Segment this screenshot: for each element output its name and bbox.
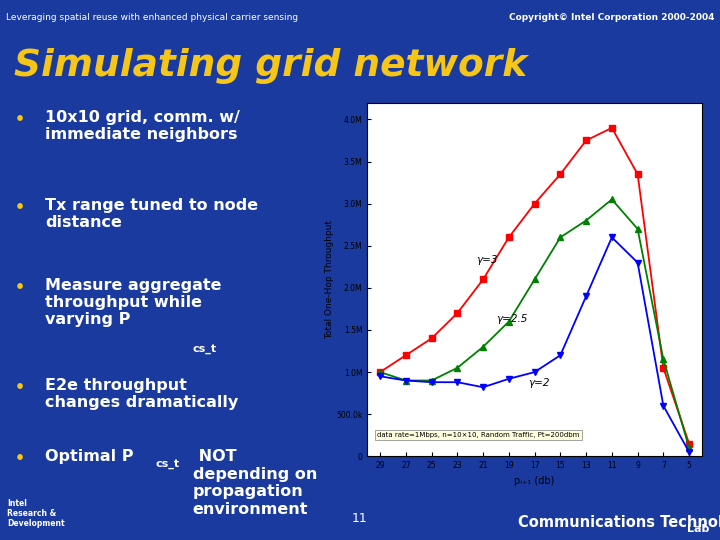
Text: data rate=1Mbps, n=10×10, Random Traffic, Pt=200dbm: data rate=1Mbps, n=10×10, Random Traffic… [377,432,580,438]
Text: Optimal P: Optimal P [45,449,133,464]
Text: •: • [15,280,25,295]
Text: Intel
Research &
Development: Intel Research & Development [7,499,65,529]
Text: Simulating grid network: Simulating grid network [14,48,528,84]
Text: cs_t: cs_t [156,460,179,469]
Text: γ=2: γ=2 [528,379,549,388]
Text: •: • [15,200,25,215]
X-axis label: pᵢ₊₁ (db): pᵢ₊₁ (db) [514,476,555,485]
Text: •: • [15,451,25,467]
Text: •: • [15,380,25,395]
Text: 10x10 grid, comm. w/
immediate neighbors: 10x10 grid, comm. w/ immediate neighbors [45,110,240,142]
Text: γ=3: γ=3 [477,254,498,265]
Text: •: • [15,112,25,127]
Text: Communications Technology: Communications Technology [518,516,720,530]
Text: Measure aggregate
throughput while
varying P: Measure aggregate throughput while varyi… [45,278,222,327]
Text: E2e throughput
changes dramatically: E2e throughput changes dramatically [45,377,238,410]
Text: γ=2.5: γ=2.5 [496,314,527,323]
Y-axis label: Total One-Hop Throughput: Total One-Hop Throughput [325,220,335,339]
Text: cs_t: cs_t [193,343,217,354]
Text: Lab: Lab [687,524,709,534]
Text: 11: 11 [352,511,368,525]
Text: Leveraging spatial reuse with enhanced physical carrier sensing: Leveraging spatial reuse with enhanced p… [6,13,298,22]
Text: Copyright© Intel Corporation 2000-2004: Copyright© Intel Corporation 2000-2004 [509,13,714,22]
Text: NOT
depending on
propagation
environment: NOT depending on propagation environment [193,449,318,517]
Text: Tx range tuned to node
distance: Tx range tuned to node distance [45,198,258,230]
